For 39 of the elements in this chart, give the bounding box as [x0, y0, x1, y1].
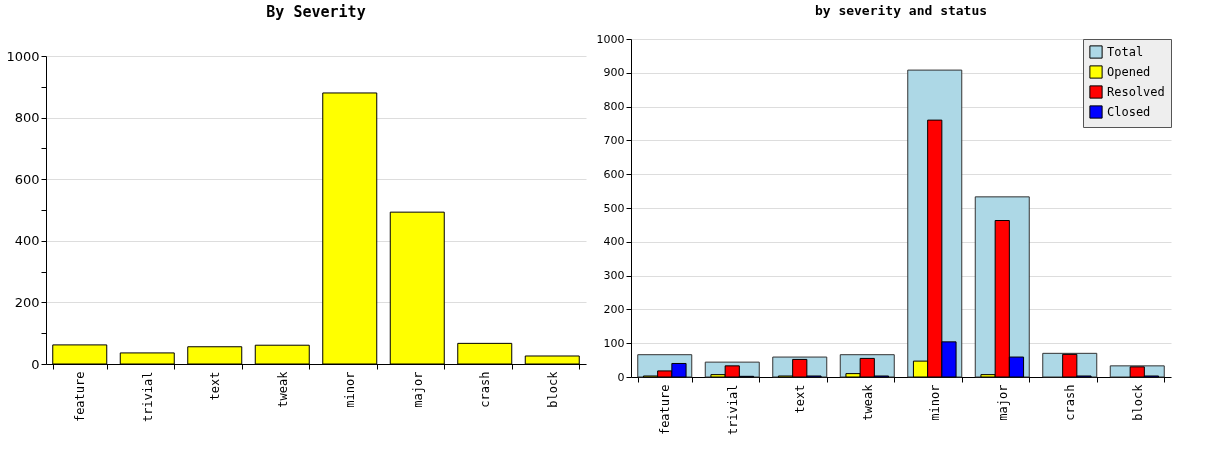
y-tick-label: 1000 [596, 32, 625, 46]
y-tick-label: 1000 [6, 48, 40, 64]
legend-label: Closed [1107, 105, 1151, 119]
y-tick-label: 100 [603, 336, 625, 350]
chart-title: By Severity [266, 3, 366, 21]
x-tick-label: crash [478, 371, 493, 408]
x-tick-label: crash [1063, 384, 1078, 421]
y-tick-label: 900 [603, 66, 625, 80]
x-tick-label: tweak [275, 370, 290, 408]
y-tick-label: 600 [14, 171, 40, 187]
x-tick-label: major [995, 384, 1010, 421]
y-tick-label: 800 [603, 100, 625, 114]
x-tick-label: trivial [725, 384, 740, 436]
x-tick-label: tweak [860, 383, 875, 421]
legend-label: Opened [1107, 65, 1151, 79]
x-tick-label: major [410, 371, 425, 408]
y-tick-label: 600 [603, 167, 625, 181]
y-tick-label: 200 [603, 302, 625, 316]
y-tick-label: 200 [14, 294, 40, 310]
y-tick-label: 500 [603, 201, 625, 215]
y-tick-label: 0 [617, 370, 625, 384]
y-tick-label: 0 [31, 356, 40, 372]
x-tick-label: block [1130, 383, 1145, 421]
y-tick-label: 400 [603, 235, 625, 249]
x-tick-label: text [208, 371, 223, 401]
x-tick-label: trivial [140, 371, 155, 423]
y-tick-label: 400 [14, 233, 40, 249]
chart-title: by severity and status [814, 3, 988, 18]
x-tick-label: feature [658, 384, 673, 436]
legend-label: Resolved [1107, 85, 1165, 99]
x-tick-label: block [545, 370, 560, 408]
y-tick-label: 800 [14, 110, 40, 126]
y-tick-label: 300 [603, 269, 625, 283]
legend-label: Total [1107, 45, 1144, 59]
x-tick-label: minor [928, 384, 943, 421]
x-tick-label: minor [343, 371, 358, 408]
y-tick-label: 700 [603, 133, 625, 147]
x-tick-label: feature [73, 371, 88, 423]
x-tick-label: text [793, 384, 808, 414]
